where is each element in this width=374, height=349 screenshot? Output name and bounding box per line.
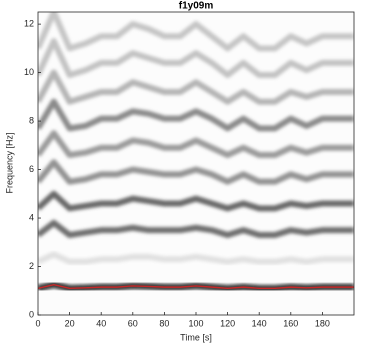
- y-tick-label: 8: [29, 115, 34, 125]
- harmonic-band: [38, 12, 354, 52]
- harmonic-band: [38, 130, 354, 159]
- harmonic-band: [38, 251, 354, 265]
- harmonic-band: [38, 159, 354, 185]
- x-tick-label: 60: [128, 318, 138, 328]
- harmonic-band: [38, 219, 354, 239]
- y-axis-label: Frequency [Hz]: [4, 132, 14, 193]
- x-axis-label: Time [s]: [180, 332, 212, 342]
- f0-track: [38, 284, 354, 290]
- y-tick-label: 2: [29, 261, 34, 271]
- x-tick-label: 0: [35, 318, 40, 328]
- x-tick-label: 180: [315, 318, 330, 328]
- x-tick-label: 100: [188, 318, 203, 328]
- y-tick-label: 10: [24, 67, 34, 77]
- x-tick-label: 140: [252, 318, 267, 328]
- harmonic-band: [38, 98, 354, 132]
- harmonic-band: [38, 38, 354, 79]
- x-tick-label: 20: [65, 318, 75, 328]
- x-tick-label: 120: [220, 318, 235, 328]
- y-tick-label: 12: [24, 18, 34, 28]
- y-tick-label: 6: [29, 164, 34, 174]
- y-tick-label: 0: [29, 309, 34, 319]
- chart-title: f1y09m: [179, 1, 214, 12]
- y-tick-label: 4: [29, 212, 34, 222]
- x-tick-label: 160: [283, 318, 298, 328]
- harmonic-band: [38, 190, 354, 212]
- x-tick-label: 80: [159, 318, 169, 328]
- harmonic-band: [38, 69, 354, 105]
- x-tick-label: 40: [96, 318, 106, 328]
- plot-area: [38, 12, 354, 315]
- plot-marks: [38, 12, 354, 292]
